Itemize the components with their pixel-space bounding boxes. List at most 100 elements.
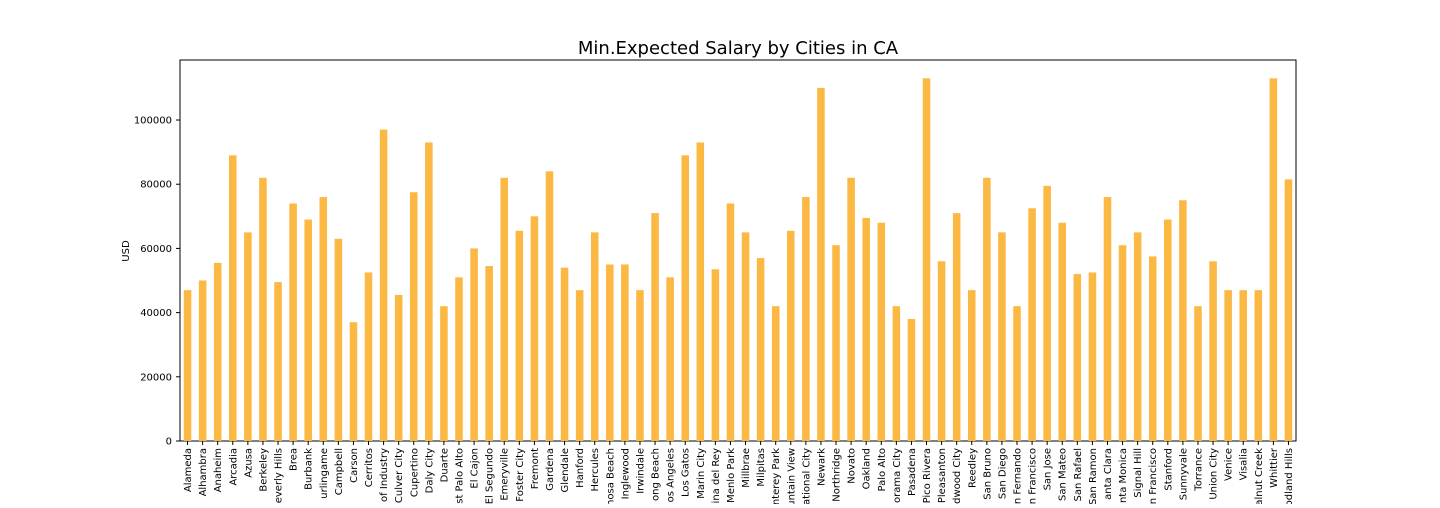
bar (711, 269, 720, 441)
bar (606, 264, 614, 441)
x-tick-label: Cerritos (364, 448, 375, 487)
x-tick-label: Union City (1209, 448, 1220, 500)
x-tick-label: of Industry (379, 448, 390, 502)
x-tick-label: Menlo Park (726, 448, 737, 503)
bar (515, 230, 524, 441)
bar (1179, 200, 1187, 441)
x-tick-label: Marin City (696, 448, 707, 499)
x-tick-label: Northridge (832, 448, 843, 502)
x-tick-label: Pleasanton (937, 448, 948, 503)
bar (229, 155, 237, 441)
x-tick-label: Berkeley (258, 448, 269, 492)
x-tick-label: El Cajon (470, 448, 481, 489)
bar (771, 306, 780, 441)
x-tick-label: anta Clara (1103, 448, 1114, 500)
bar (681, 155, 689, 441)
x-tick-label: Novato (847, 448, 858, 484)
x-tick-label: Pasadena (907, 448, 918, 496)
bar (1254, 290, 1263, 441)
x-tick-label: odland Hills (1284, 448, 1295, 504)
bar (1164, 219, 1172, 441)
x-tick-label: ational City (801, 448, 812, 504)
y-tick-label: 40000 (140, 308, 172, 319)
x-tick-label: Venice (1224, 448, 1235, 481)
x-tick-label: Gardena (545, 448, 556, 491)
x-tick-label: Culver City (394, 448, 405, 503)
bar (394, 294, 403, 441)
x-tick-label: San Rafael (1073, 448, 1084, 501)
y-tick-label: 20000 (140, 372, 172, 383)
y-axis-label: USD (121, 240, 132, 262)
x-tick-label: Glendale (560, 448, 571, 492)
x-tick-label: nterey Park (771, 448, 782, 504)
x-tick-label: San Mateo (1058, 448, 1069, 501)
bar (560, 267, 569, 441)
bar (787, 230, 795, 441)
bar (213, 262, 222, 441)
x-tick-label: Stanford (1163, 448, 1174, 491)
bar (409, 192, 418, 441)
bar (379, 129, 388, 441)
bar (1103, 197, 1112, 441)
bar (651, 213, 659, 441)
bar (1013, 306, 1021, 441)
x-tick-label: San Ramon (1088, 448, 1099, 504)
x-tick-label: ong Beach (651, 448, 662, 501)
bar (922, 78, 931, 441)
x-tick-label: everly Hills (274, 448, 285, 503)
y-tick-label: 100000 (134, 116, 172, 127)
bar (590, 232, 599, 441)
bar (967, 290, 976, 441)
x-tick-label: Hercules (590, 448, 601, 492)
bar (847, 177, 855, 441)
x-tick-label: untain View (786, 448, 797, 504)
x-tick-label: Hanford (575, 448, 586, 488)
x-tick-label: edwood City (952, 448, 963, 504)
bar (741, 232, 750, 441)
bar (289, 203, 297, 441)
bar (1028, 208, 1036, 441)
x-tick-label: n Francisco (1148, 448, 1159, 504)
x-tick-label: Millbrae (741, 448, 752, 488)
x-tick-label: Sunnyvale (1178, 448, 1189, 500)
x-tick-label: Visalia (1239, 448, 1250, 480)
bar (545, 171, 554, 442)
x-tick-label: ina del Rey (711, 448, 722, 504)
bar (1224, 290, 1232, 441)
x-tick-label: Palo Alto (877, 448, 888, 491)
bar (756, 258, 765, 441)
bar (1239, 290, 1247, 441)
x-tick-label: Cupertino (409, 448, 420, 497)
x-tick-label: nosa Beach (605, 448, 616, 504)
bar (1073, 274, 1082, 441)
x-tick-label: Burbank (304, 448, 315, 490)
bar (364, 272, 373, 441)
bar (1194, 306, 1202, 441)
bar (1088, 272, 1097, 441)
bar (892, 306, 901, 441)
x-tick-label: Foster City (515, 448, 526, 502)
x-tick-label: Whittier (1269, 447, 1280, 488)
x-tick-label: Fremont (530, 448, 541, 489)
x-tick-label: Campbell (334, 448, 345, 495)
bar (183, 290, 192, 441)
x-tick-label: Signal Hill (1133, 448, 1144, 498)
x-tick-label: Alhambra (198, 448, 209, 496)
bar (1269, 78, 1278, 441)
bar (877, 222, 886, 441)
x-tick-label: San Jose (1043, 448, 1054, 490)
bar (832, 245, 840, 441)
bar (636, 290, 644, 441)
bar (575, 290, 584, 441)
x-tick-label: Milpitas (756, 448, 767, 487)
x-tick-label: urlingame (319, 448, 330, 499)
bar (621, 264, 629, 441)
x-tick-label: anta Monica (1118, 448, 1129, 504)
y-tick-label: 0 (166, 437, 172, 448)
x-tick-label: El Segundo (485, 448, 496, 504)
bar (485, 266, 493, 441)
x-tick-label: alnut Creek (1254, 448, 1265, 504)
bar (817, 87, 825, 441)
x-tick-label: Newark (816, 448, 827, 486)
bar (1118, 245, 1127, 441)
